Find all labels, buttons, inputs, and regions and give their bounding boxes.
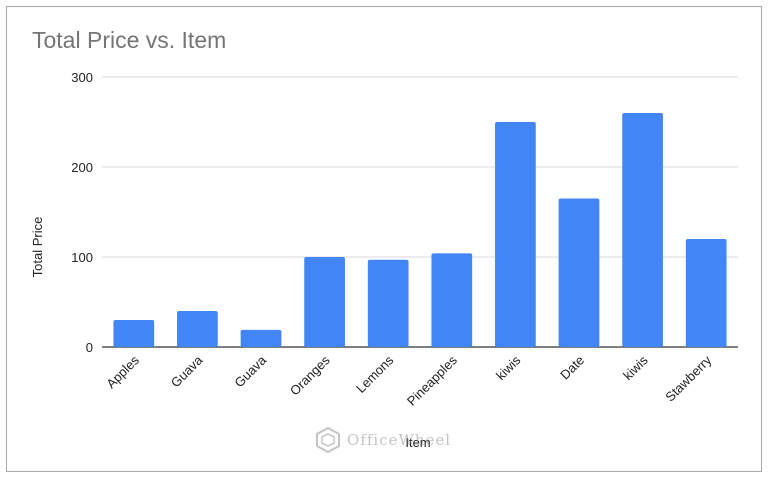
x-tick-label: Lemons: [353, 352, 397, 396]
bar[interactable]: [177, 311, 218, 347]
bar[interactable]: [495, 122, 536, 347]
x-tick-label: kiwis: [493, 352, 524, 383]
bar[interactable]: [304, 257, 345, 347]
x-tick-label: Guava: [231, 352, 269, 390]
y-tick-label: 100: [71, 250, 93, 265]
chart-title: Total Price vs. Item: [32, 27, 227, 53]
bar[interactable]: [685, 239, 727, 347]
x-tick-label: Apples: [103, 352, 142, 391]
chart-container: Total Price vs. Item 0 100 200 300 Apples Gu…: [6, 6, 762, 472]
x-tick-label: kiwis: [620, 352, 651, 383]
x-tick-label: Date: [557, 353, 587, 383]
x-tick-label: Stawberry: [662, 352, 714, 404]
bar[interactable]: [622, 113, 663, 347]
y-axis-title: Total Price: [30, 217, 45, 278]
y-tick-label: 0: [86, 340, 93, 355]
watermark: OfficeWheel: [315, 427, 451, 453]
officewheel-logo-icon: [316, 427, 340, 453]
bar[interactable]: [367, 259, 409, 347]
y-tick-label: 200: [71, 160, 93, 175]
bar[interactable]: [113, 320, 155, 347]
bar[interactable]: [558, 198, 600, 348]
x-tick-label: Guava: [168, 352, 206, 390]
x-axis-title: Item: [405, 435, 430, 450]
y-tick-label: 300: [71, 70, 93, 85]
x-tick-label: Pineapples: [404, 352, 460, 408]
x-tick-label: Oranges: [287, 352, 333, 398]
watermark-text: OfficeWheel: [347, 431, 452, 449]
chart-plot-area: 0 100 200 300 Apples Guava Guava Oranges Lemons…: [30, 70, 738, 450]
bar[interactable]: [431, 253, 473, 347]
bar[interactable]: [240, 329, 282, 347]
